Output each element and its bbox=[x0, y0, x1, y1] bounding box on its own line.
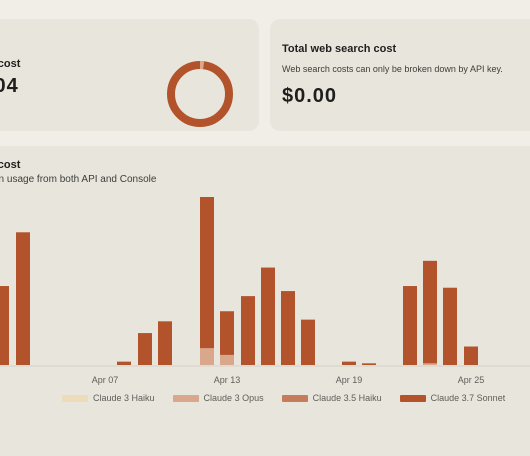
legend-item-claude-3-opus[interactable]: Claude 3 Opus bbox=[173, 393, 264, 403]
legend-swatch-claude-3-7-sonnet bbox=[400, 395, 426, 402]
bar-segment-sonnet[interactable] bbox=[200, 197, 214, 348]
x-tick-label: Apr 07 bbox=[92, 375, 119, 385]
legend-item-claude-3-haiku[interactable]: Claude 3 Haiku bbox=[62, 393, 155, 403]
legend-swatch-claude-3-opus bbox=[173, 395, 199, 402]
x-tick-group: Apr 07 Apr 13 Apr 19 Apr 25 bbox=[92, 375, 485, 385]
bar-segment-sonnet[interactable] bbox=[241, 296, 255, 365]
bar-segment-sonnet[interactable] bbox=[158, 321, 172, 365]
bar-segment-opus[interactable] bbox=[220, 355, 234, 365]
bar-segment-sonnet[interactable] bbox=[403, 286, 417, 365]
legend-label: Claude 3 Opus bbox=[204, 393, 264, 403]
bar-segment-sonnet[interactable] bbox=[220, 311, 234, 355]
bar-segment-sonnet[interactable] bbox=[443, 288, 457, 365]
bar-segment-sonnet[interactable] bbox=[138, 333, 152, 365]
bar-segment-sonnet[interactable] bbox=[362, 363, 376, 365]
bar-group bbox=[0, 197, 478, 365]
bar-segment-sonnet[interactable] bbox=[117, 362, 131, 365]
bar-segment-sonnet[interactable] bbox=[301, 320, 315, 365]
bar-segment-sonnet[interactable] bbox=[464, 347, 478, 365]
legend-label: Claude 3.7 Sonnet bbox=[431, 393, 506, 403]
legend-swatch-claude-3-5-haiku bbox=[282, 395, 308, 402]
x-tick-label: Apr 19 bbox=[336, 375, 363, 385]
legend-swatch-claude-3-haiku bbox=[62, 395, 88, 402]
usage-bar-chart: Apr 07 Apr 13 Apr 19 Apr 25 bbox=[0, 0, 530, 442]
bar-segment-opus[interactable] bbox=[423, 363, 437, 365]
bar-segment-sonnet[interactable] bbox=[423, 261, 437, 363]
legend-item-claude-3-7-sonnet[interactable]: Claude 3.7 Sonnet bbox=[400, 393, 506, 403]
bar-segment-sonnet[interactable] bbox=[261, 268, 275, 365]
legend-label: Claude 3 Haiku bbox=[93, 393, 155, 403]
bar-segment-sonnet[interactable] bbox=[16, 232, 30, 365]
x-tick-label: Apr 13 bbox=[214, 375, 241, 385]
bar-segment-sonnet[interactable] bbox=[281, 291, 295, 365]
x-tick-label: Apr 25 bbox=[458, 375, 485, 385]
legend-label: Claude 3.5 Haiku bbox=[313, 393, 382, 403]
legend-item-claude-3-5-haiku[interactable]: Claude 3.5 Haiku bbox=[282, 393, 382, 403]
bar-segment-opus[interactable] bbox=[200, 348, 214, 365]
bar-segment-sonnet[interactable] bbox=[342, 362, 356, 365]
chart-legend: Claude 3 Haiku Claude 3 Opus Claude 3.5 … bbox=[62, 393, 505, 403]
bar-segment-sonnet[interactable] bbox=[0, 286, 9, 365]
